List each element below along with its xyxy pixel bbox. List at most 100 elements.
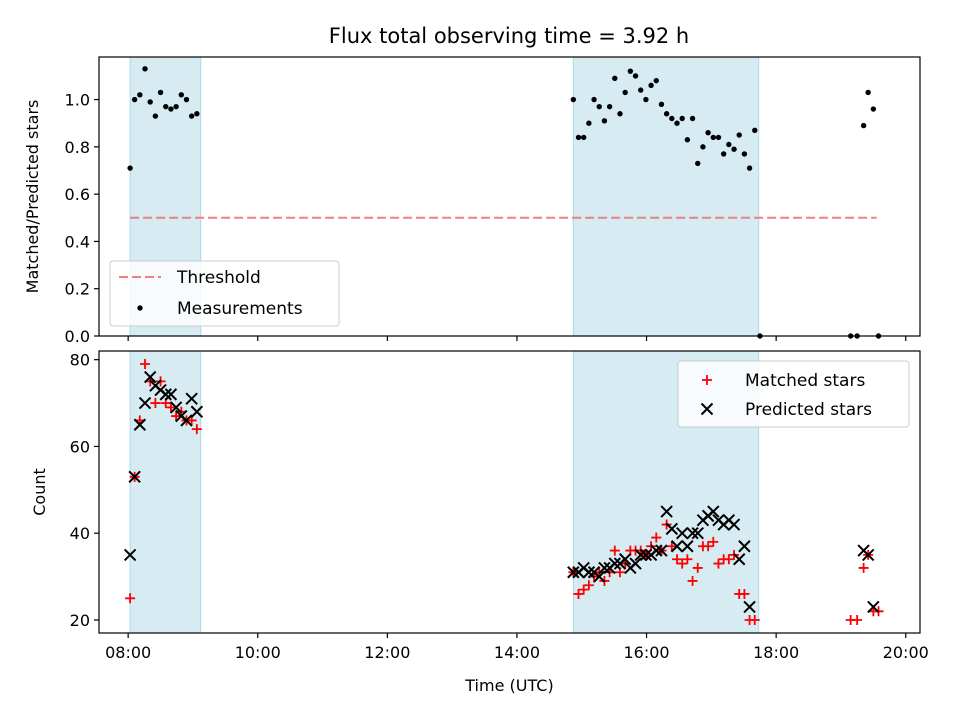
- y-tick-label: 80: [70, 351, 90, 370]
- matched-star-point-35: [677, 558, 688, 569]
- predicted-star-point-17: [582, 566, 596, 579]
- predicted-star-point-34: [670, 540, 684, 553]
- predicted-star-point-19: [593, 570, 606, 583]
- measurement-point-19: [596, 103, 602, 110]
- y-tick-label: 0.6: [65, 185, 90, 204]
- measurement-point-43: [720, 151, 727, 157]
- legend-matched-swatch: [702, 375, 712, 385]
- matched-star-point-41: [708, 536, 719, 547]
- predicted-star-point-46: [733, 553, 746, 566]
- predicted-star-point-30: [650, 544, 663, 557]
- predicted-star-point-31: [655, 544, 668, 557]
- legend-box: [109, 260, 340, 327]
- count-subplot: 20 40 60 80 08:00 10:00 12:00 14:00 16:00 18:00 20…: [30, 350, 929, 695]
- predicted-star-point-32: [660, 505, 673, 518]
- measurement-point-16: [580, 134, 587, 141]
- y-tick-label: 0.8: [65, 138, 90, 157]
- measurement-point-41: [710, 134, 716, 141]
- predicted-star-point-28: [639, 548, 653, 562]
- y-tick-label: 1.0: [65, 91, 90, 110]
- predicted-star-point-13: [190, 405, 204, 418]
- measurement-point-1: [131, 96, 138, 103]
- shaded-interval-1: [572, 56, 760, 337]
- matched-star-point-42: [713, 558, 724, 569]
- ratio-subplot: 0.0 0.2 0.4 0.6 0.8 1.0 Matched/Predicted star…: [23, 56, 921, 346]
- predicted-star-point-35: [675, 527, 689, 540]
- data-markers: [123, 359, 884, 625]
- measurement-point-23: [617, 111, 623, 117]
- legend-matched-label: Matched stars: [745, 371, 865, 391]
- measurement-point-30: [653, 77, 659, 84]
- matched-star-point-38: [692, 562, 703, 573]
- matched-star-point-40: [703, 541, 714, 552]
- legend-predicted-label: Predicted stars: [745, 400, 872, 420]
- y-tick-label: 0.4: [65, 232, 90, 251]
- predicted-star-point-7: [159, 388, 172, 401]
- measurement-point-14: [570, 96, 577, 103]
- measurement-point-31: [658, 101, 665, 107]
- matched-star-point-8: [165, 402, 176, 413]
- x-axis-label: Time (UTC): [464, 676, 553, 695]
- y-tick-label: 40: [70, 524, 90, 543]
- measurement-point-22: [612, 75, 618, 81]
- matched-star-point-51: [852, 614, 863, 625]
- x-tick-label: 08:00: [105, 643, 151, 662]
- predicted-star-point-41: [707, 505, 720, 518]
- matched-star-point-0: [125, 593, 136, 604]
- measurement-point-12: [188, 113, 195, 119]
- matched-star-point-5: [150, 398, 161, 409]
- matched-star-point-22: [609, 545, 620, 556]
- y-tick-label: 20: [70, 611, 90, 630]
- measurement-point-36: [684, 137, 691, 143]
- matched-star-point-15: [573, 588, 584, 599]
- measurement-point-4: [147, 99, 153, 105]
- y-tick-label: 60: [70, 437, 90, 456]
- measurement-point-17: [586, 120, 592, 126]
- matched-star-point-13: [191, 424, 202, 435]
- predicted-star-point-37: [686, 527, 699, 540]
- x-tick-label: 12:00: [364, 643, 410, 662]
- matched-star-point-44: [723, 554, 734, 565]
- x-tick-label: 16:00: [623, 643, 669, 662]
- measurement-point-46: [736, 132, 742, 138]
- predicted-star-point-45: [727, 518, 741, 531]
- matched-star-point-17: [583, 580, 594, 591]
- x-tick-label: 10:00: [235, 643, 281, 662]
- predicted-star-point-33: [665, 522, 679, 536]
- predicted-star-point-14: [567, 566, 580, 579]
- matched-star-point-36: [682, 554, 693, 565]
- measurement-point-42: [715, 134, 722, 141]
- measurement-point-40: [705, 129, 711, 136]
- predicted-star-point-48: [743, 600, 756, 614]
- measurement-point-27: [638, 87, 644, 93]
- predicted-star-point-24: [618, 553, 632, 566]
- predicted-star-point-9: [169, 401, 183, 414]
- measurement-point-35: [679, 115, 685, 122]
- predicted-star-point-51: [867, 600, 880, 614]
- measurement-point-45: [731, 146, 737, 152]
- legend: Threshold Measurements: [109, 260, 340, 327]
- measurement-point-25: [627, 68, 634, 74]
- measurement-point-18: [591, 96, 597, 103]
- predicted-star-point-2: [133, 418, 147, 431]
- matched-star-point-47: [739, 588, 750, 599]
- measurement-point-9: [173, 103, 179, 110]
- y-tick-label: 0.2: [65, 280, 90, 299]
- predicted-star-point-36: [681, 540, 694, 553]
- measurement-point-6: [157, 89, 164, 96]
- x-tick-label: 20:00: [883, 643, 929, 662]
- predicted-star-point-11: [180, 414, 193, 427]
- axes-frame: [98, 56, 921, 337]
- data-markers: [127, 66, 882, 339]
- measurement-point-48: [746, 165, 753, 171]
- measurement-point-5: [152, 113, 159, 119]
- axes-frame: [98, 350, 921, 634]
- predicted-star-point-0: [123, 548, 137, 562]
- x-tick-label: 14:00: [494, 643, 540, 662]
- measurement-point-34: [674, 120, 680, 126]
- legend: Matched stars Predicted stars: [677, 360, 910, 428]
- matched-star-point-34: [672, 554, 683, 565]
- matched-star-point-33: [666, 541, 677, 552]
- predicted-star-point-47: [738, 540, 751, 553]
- measurement-point-8: [168, 106, 174, 112]
